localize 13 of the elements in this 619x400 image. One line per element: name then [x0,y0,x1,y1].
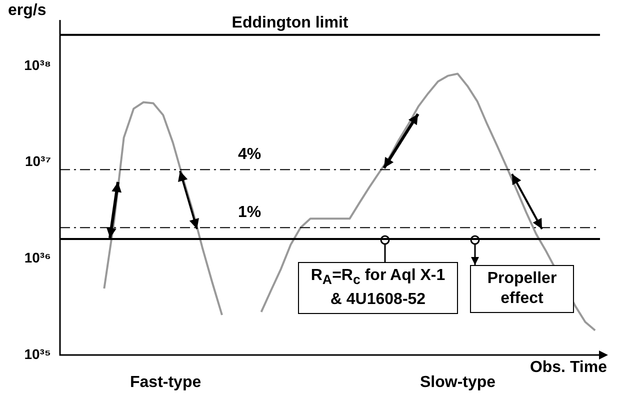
annotation: 1% [238,204,262,222]
y-tick-label: 10³⁷ [24,153,52,170]
y-tick-label: 10³⁸ [24,56,51,73]
text: Slow-type [420,374,496,392]
y-axis-title: erg/s [8,2,46,20]
annotation: 4% [238,146,262,164]
annotation: Propeller effect [470,265,574,313]
annotation: R$_{A}$=R$_{c}$ for Aql X-1 & 4U1608-52 [298,262,458,314]
ref-line-label: Eddington limit [232,14,349,32]
x-axis-title: Obs. Time [530,359,607,377]
y-tick-label: 10³⁶ [24,250,51,266]
y-tick-label: 10³⁵ [24,346,51,362]
text: Fast-type [130,374,202,392]
